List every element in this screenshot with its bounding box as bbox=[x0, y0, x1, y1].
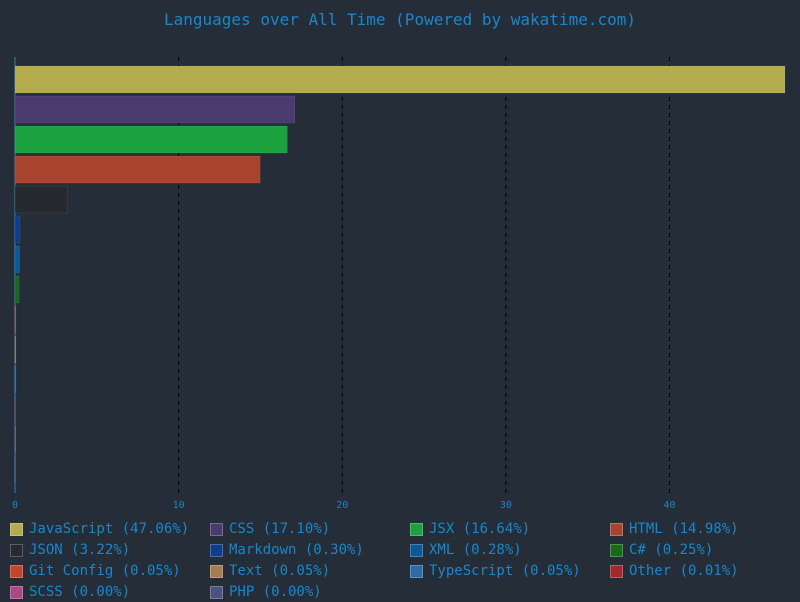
x-tick-label-20: 20 bbox=[336, 500, 348, 511]
legend-item-markdown: Markdown (0.30%) bbox=[210, 540, 364, 560]
bar-c- bbox=[14, 275, 20, 304]
legend-swatch bbox=[610, 543, 623, 557]
legend-swatch bbox=[410, 564, 423, 578]
legend-item-text: Text (0.05%) bbox=[210, 561, 330, 581]
legend-label: C# (0.25%) bbox=[629, 542, 714, 558]
legend-item-git-config: Git Config (0.05%) bbox=[10, 561, 181, 581]
bar-html bbox=[14, 155, 261, 184]
x-tick-label-30: 30 bbox=[500, 500, 512, 511]
legend-item-other: Other (0.01%) bbox=[610, 561, 739, 581]
legend-label: CSS (17.10%) bbox=[229, 521, 331, 537]
legend-label: JavaScript (47.06%) bbox=[29, 521, 190, 537]
legend-item-javascript: JavaScript (47.06%) bbox=[10, 519, 189, 539]
bar-typescript bbox=[14, 365, 17, 394]
legend-item-css: CSS (17.10%) bbox=[210, 519, 330, 539]
legend-label: JSX (16.64%) bbox=[429, 521, 531, 537]
legend-label: XML (0.28%) bbox=[429, 542, 522, 558]
legend-swatch bbox=[210, 564, 223, 578]
legend-swatch bbox=[210, 585, 223, 599]
legend-swatch bbox=[610, 564, 623, 578]
bar-javascript bbox=[14, 65, 786, 94]
bar-jsx bbox=[14, 125, 288, 154]
legend-label: Git Config (0.05%) bbox=[29, 563, 181, 579]
legend-item-html: HTML (14.98%) bbox=[610, 519, 739, 539]
legend-swatch bbox=[210, 543, 223, 557]
bar-xml bbox=[14, 245, 20, 274]
bar-git-config bbox=[14, 305, 17, 334]
bar-json bbox=[14, 185, 68, 214]
legend-swatch bbox=[210, 522, 223, 536]
legend-label: Text (0.05%) bbox=[229, 563, 331, 579]
x-tick-label-10: 10 bbox=[173, 500, 185, 511]
legend-swatch bbox=[10, 585, 23, 599]
x-tick-label-0: 0 bbox=[12, 500, 18, 511]
legend-label: TypeScript (0.05%) bbox=[429, 563, 581, 579]
legend-item-json: JSON (3.22%) bbox=[10, 540, 130, 560]
legend-swatch bbox=[10, 564, 23, 578]
legend-swatch bbox=[10, 543, 23, 557]
x-tick-label-40: 40 bbox=[663, 500, 675, 511]
bar-chart: 0 10 20 30 40 bbox=[12, 57, 786, 511]
legend-item-scss: SCSS (0.00%) bbox=[10, 582, 130, 602]
legend-item-jsx: JSX (16.64%) bbox=[410, 519, 530, 539]
legend-label: HTML (14.98%) bbox=[629, 521, 739, 537]
bar-scss bbox=[14, 425, 16, 454]
legend-label: Markdown (0.30%) bbox=[229, 542, 364, 558]
legend-label: PHP (0.00%) bbox=[229, 584, 322, 600]
legend-label: SCSS (0.00%) bbox=[29, 584, 131, 600]
bar-text bbox=[14, 335, 17, 364]
legend-item-typescript: TypeScript (0.05%) bbox=[410, 561, 581, 581]
legend-item-c-: C# (0.25%) bbox=[610, 540, 713, 560]
bar-php bbox=[14, 455, 16, 484]
legend-item-xml: XML (0.28%) bbox=[410, 540, 522, 560]
legend-label: JSON (3.22%) bbox=[29, 542, 131, 558]
bar-markdown bbox=[14, 215, 21, 244]
legend-item-php: PHP (0.00%) bbox=[210, 582, 322, 602]
bar-css bbox=[14, 95, 296, 124]
legend: JavaScript (47.06%) CSS (17.10%) JSX (16.6… bbox=[10, 520, 800, 600]
bar-other bbox=[14, 395, 16, 424]
chart-title: Languages over All Time (Powered by waka… bbox=[163, 10, 636, 29]
legend-swatch bbox=[10, 522, 23, 536]
legend-swatch bbox=[410, 543, 423, 557]
legend-label: Other (0.01%) bbox=[629, 563, 739, 579]
legend-swatch bbox=[610, 522, 623, 536]
legend-swatch bbox=[410, 522, 423, 536]
